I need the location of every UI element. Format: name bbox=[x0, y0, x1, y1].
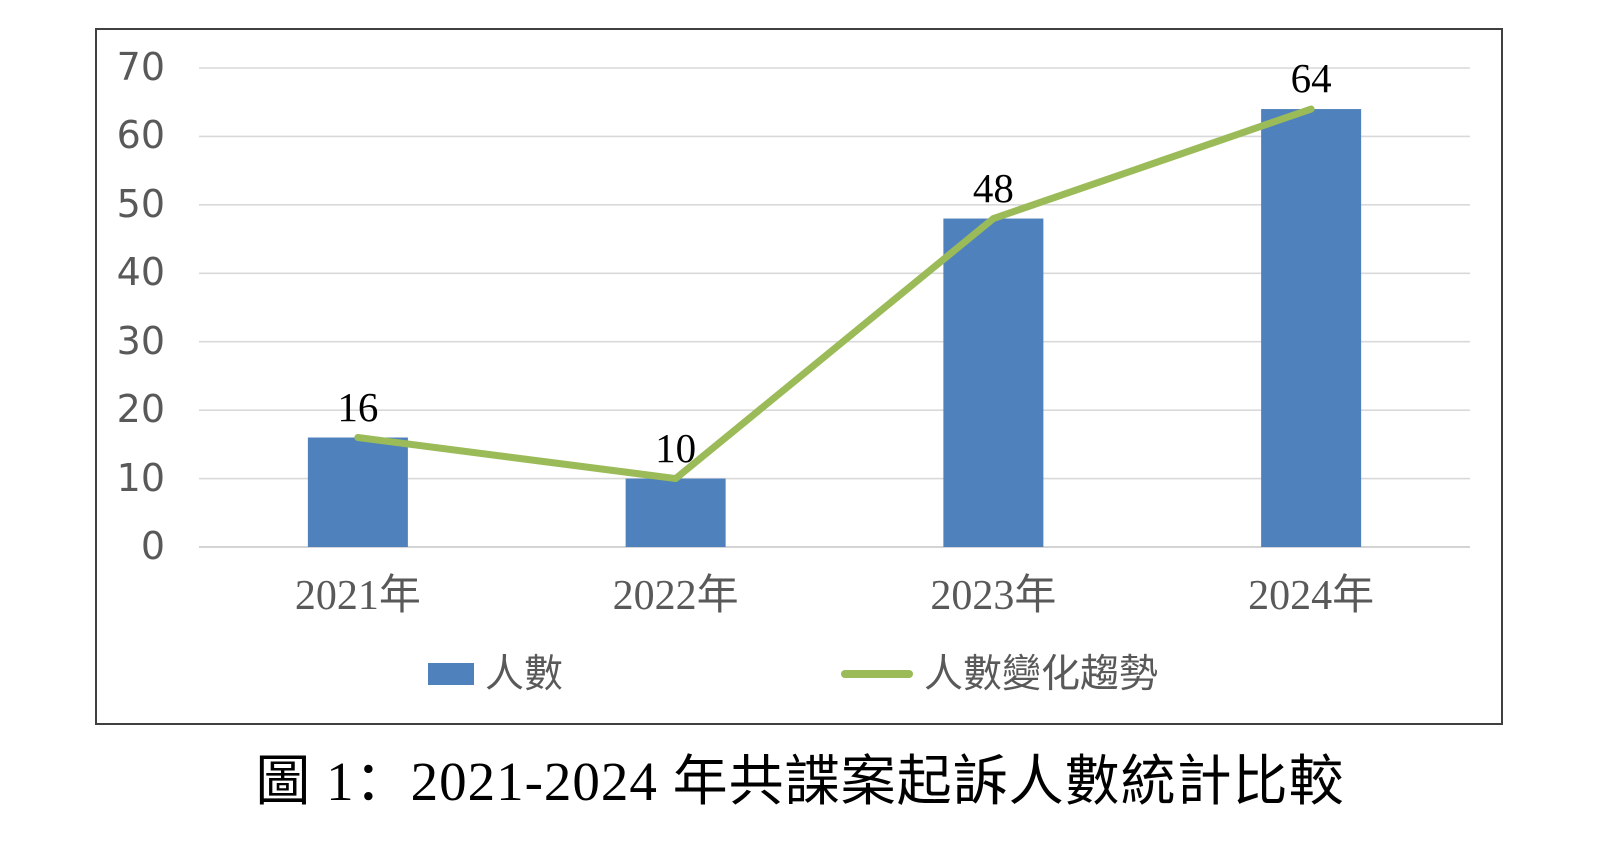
trend-line bbox=[354, 105, 1315, 483]
bar-2024年 bbox=[1261, 109, 1362, 548]
bar-2021年 bbox=[307, 437, 408, 547]
legend-item-bar-series: 人數 bbox=[428, 650, 563, 698]
y-tick-label-70: 70 bbox=[116, 45, 165, 89]
y-tick-label-60: 60 bbox=[116, 113, 165, 158]
legend-label-line-series: 人數變化趨勢 bbox=[924, 652, 1159, 696]
data-label-2024年: 64 bbox=[1290, 55, 1332, 102]
figure-caption: 圖 1：2021-2024 年共諜案起訴人數統計比較 bbox=[255, 751, 1345, 812]
x-axis-label-2021年: 2021年 bbox=[294, 573, 421, 619]
line-series-swatch-icon bbox=[841, 670, 913, 678]
x-axis-label-2022年: 2022年 bbox=[612, 573, 739, 619]
y-tick-label-20: 20 bbox=[116, 387, 165, 432]
bar-series-swatch-icon bbox=[428, 663, 474, 685]
x-axis-label-2023年: 2023年 bbox=[930, 573, 1057, 619]
data-label-2023年: 48 bbox=[972, 164, 1014, 211]
data-label-2022年: 10 bbox=[655, 424, 697, 471]
bar-2023年 bbox=[943, 218, 1044, 548]
y-tick-label-40: 40 bbox=[116, 250, 165, 295]
y-tick-label-10: 10 bbox=[116, 455, 165, 500]
y-tick-label-0: 0 bbox=[140, 524, 165, 568]
x-axis-label-2024年: 2024年 bbox=[1248, 573, 1375, 619]
data-label-2021年: 16 bbox=[337, 383, 379, 430]
legend-item-line-series: 人數變化趨勢 bbox=[841, 650, 1158, 698]
y-tick-label-50: 50 bbox=[116, 181, 165, 226]
legend-label-bar-series: 人數 bbox=[485, 652, 564, 696]
y-tick-label-30: 30 bbox=[116, 318, 165, 363]
bar-2022年 bbox=[625, 478, 726, 547]
